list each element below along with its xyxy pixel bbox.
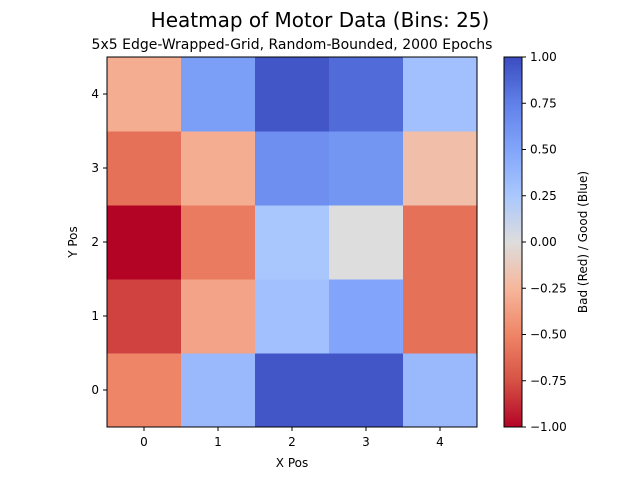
heatmap-cell xyxy=(329,205,404,280)
colorbar-tick-label: 0.00 xyxy=(530,235,557,249)
heatmap-cell xyxy=(107,57,182,132)
heatmap-cell xyxy=(403,353,478,428)
heatmap-cell xyxy=(107,205,182,280)
heatmap-cell xyxy=(107,353,182,428)
chart-title: Heatmap of Motor Data (Bins: 25) xyxy=(151,8,490,32)
heatmap-cell xyxy=(403,57,478,132)
heatmap-cell xyxy=(255,57,330,132)
heatmap-cell xyxy=(181,57,256,132)
heatmap-cell xyxy=(181,205,256,280)
colorbar-tick-label: 0.25 xyxy=(530,189,557,203)
chart-subtitle: 5x5 Edge-Wrapped-Grid, Random-Bounded, 2… xyxy=(92,37,493,53)
heatmap-cell xyxy=(255,205,330,280)
x-axis-ticks: 0 1 2 3 4 xyxy=(140,427,444,449)
colorbar-tick-label: 0.75 xyxy=(530,96,557,110)
heatmap-cell xyxy=(255,131,330,206)
colorbar xyxy=(503,56,523,428)
heatmap-cell xyxy=(181,131,256,206)
heatmap-cell xyxy=(403,279,478,354)
colorbar-tick-label: −1.00 xyxy=(530,420,567,434)
y-tick-label: 4 xyxy=(91,87,99,101)
y-tick-label: 0 xyxy=(91,383,99,397)
colorbar-tick-label: −0.50 xyxy=(530,328,567,342)
heatmap-cell xyxy=(181,279,256,354)
heatmap-cell xyxy=(329,279,404,354)
heatmap-cell xyxy=(107,131,182,206)
x-tick-label: 1 xyxy=(214,435,222,449)
colorbar-tick-label: −0.75 xyxy=(530,374,567,388)
colorbar-ticks: 1.00 0.75 0.50 0.25 0.00 −0.25 −0.50 −0.75 −1.00 xyxy=(522,50,567,434)
y-tick-label: 2 xyxy=(91,235,99,249)
y-tick-label: 1 xyxy=(91,309,99,323)
y-tick-label: 3 xyxy=(91,161,99,175)
y-axis-ticks: 0 1 2 3 4 xyxy=(91,87,107,397)
heatmap-cell xyxy=(329,57,404,132)
heatmap-cell xyxy=(403,205,478,280)
colorbar-tick-label: 0.50 xyxy=(530,143,557,157)
colorbar-label: Bad (Red) / Good (Blue) xyxy=(576,171,590,313)
colorbar-tick-label: −0.25 xyxy=(530,281,567,295)
heatmap-cell xyxy=(329,131,404,206)
heatmap-cells xyxy=(107,57,478,428)
heatmap-cell xyxy=(403,131,478,206)
x-tick-label: 0 xyxy=(140,435,148,449)
heatmap-cell xyxy=(181,353,256,428)
heatmap-cell xyxy=(329,353,404,428)
colorbar-tick-label: 1.00 xyxy=(530,50,557,64)
x-tick-label: 3 xyxy=(362,435,370,449)
x-axis-label: X Pos xyxy=(276,456,308,470)
heatmap-cell xyxy=(255,353,330,428)
y-axis-label: Y Pos xyxy=(66,226,80,259)
heatmap-cell xyxy=(107,279,182,354)
x-tick-label: 2 xyxy=(288,435,296,449)
heatmap-cell xyxy=(255,279,330,354)
x-tick-label: 4 xyxy=(436,435,444,449)
